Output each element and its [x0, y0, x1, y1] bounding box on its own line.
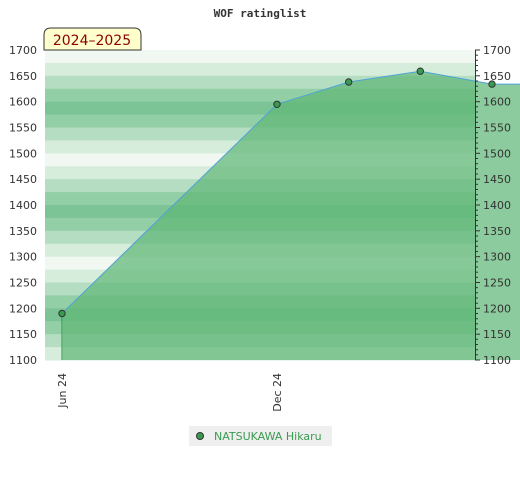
y-tick-label-left: 1200 [9, 302, 37, 315]
y-tick-label-right: 1350 [483, 225, 511, 238]
chart-title: WOF ratinglist [214, 7, 307, 20]
y-tick-label-right: 1700 [483, 44, 511, 57]
background-band [45, 62, 475, 77]
legend-marker-icon [196, 432, 204, 440]
series-area [62, 71, 520, 360]
data-point[interactable] [416, 67, 424, 75]
data-point[interactable] [345, 78, 353, 86]
y-tick-label-left: 1150 [9, 328, 37, 341]
data-point[interactable] [273, 100, 281, 109]
legend-label: NATSUKAWA Hikaru [214, 430, 322, 443]
data-point[interactable] [488, 80, 496, 88]
y-tick-label-left: 1550 [9, 122, 37, 135]
x-tick-label: Dec 24 [271, 373, 284, 412]
y-tick-label-right: 1650 [483, 70, 511, 83]
y-tick-label-right: 1550 [483, 122, 511, 135]
season-badge: 2024–2025 [43, 27, 142, 51]
y-tick-label-right: 1150 [483, 328, 511, 341]
y-tick-label-left: 1300 [9, 251, 37, 264]
y-tick-label-right: 1600 [483, 96, 511, 109]
y-tick-label-left: 1350 [9, 225, 37, 238]
legend: NATSUKAWA Hikaru [189, 426, 332, 446]
y-tick-label-left: 1250 [9, 277, 37, 290]
y-axis-right: 1100 1150 1200 1250 1300 1350 1400 1450 1500 1550… [475, 44, 511, 367]
y-tick-label-left: 1500 [9, 147, 37, 160]
y-tick-label-left: 1450 [9, 173, 37, 186]
x-axis: Jun 24 Dec 24 [56, 373, 284, 412]
background-band [45, 50, 475, 64]
data-points [58, 67, 496, 318]
y-tick-label-left: 1700 [9, 44, 37, 57]
y-tick-label-right: 1250 [483, 277, 511, 290]
x-tick-label: Jun 24 [56, 373, 69, 409]
season-label: 2024–2025 [53, 33, 131, 49]
y-tick-label-right: 1100 [483, 354, 511, 367]
y-tick-label-left: 1650 [9, 70, 37, 83]
data-point[interactable] [58, 309, 66, 318]
y-tick-label-right: 1200 [483, 302, 511, 315]
y-tick-label-right: 1450 [483, 173, 511, 186]
legend-box [189, 426, 332, 446]
y-tick-label-right: 1300 [483, 251, 511, 264]
y-tick-label-right: 1500 [483, 147, 511, 160]
y-tick-label-left: 1400 [9, 199, 37, 212]
y-axis-left: 1100 1150 1200 1250 1300 1350 1400 1450 1500 1550… [9, 44, 37, 367]
y-tick-label-right: 1400 [483, 199, 511, 212]
y-tick-label-left: 1600 [9, 96, 37, 109]
y-tick-label-left: 1100 [9, 354, 37, 367]
